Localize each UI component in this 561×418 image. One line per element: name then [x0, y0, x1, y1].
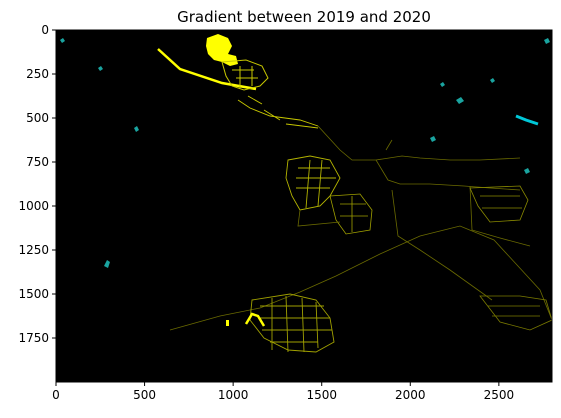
x-axis: 0 500 1000 1500 2000 2500	[52, 382, 514, 402]
highlight-blob-north	[206, 34, 238, 66]
highlight-cluster-midnorth	[237, 95, 319, 129]
image-background	[56, 30, 552, 382]
highlight-cluster-far-southeast	[479, 295, 552, 331]
y-tick-label: 250	[26, 67, 49, 81]
highlight-cluster-southeast	[469, 185, 529, 223]
y-tick-label: 750	[26, 155, 49, 169]
cyan-feature-east	[515, 114, 539, 126]
highlight-cluster-north	[221, 59, 269, 91]
y-tick-label: 1000	[18, 199, 49, 213]
y-tick-label: 0	[41, 23, 49, 37]
y-axis: 0 250 500 750 1000 1250 1500 1750	[18, 23, 56, 345]
x-tick-label: 500	[133, 388, 156, 402]
highlight-river-segment	[244, 312, 266, 327]
x-tick-label: 1000	[218, 388, 249, 402]
y-tick-label: 500	[26, 111, 49, 125]
x-tick-label: 1500	[306, 388, 337, 402]
road-network	[169, 125, 552, 331]
y-tick-label: 1500	[18, 287, 49, 301]
highlight-cluster-central	[285, 155, 341, 211]
highlight-spot	[226, 320, 229, 326]
y-tick-label: 1750	[18, 331, 49, 345]
highlight-line-diagonal	[157, 48, 257, 91]
y-tick-label: 1250	[18, 243, 49, 257]
highlight-cluster-south	[249, 293, 335, 353]
highlight-cluster-east	[329, 193, 373, 235]
image-panel	[56, 30, 552, 382]
x-tick-label: 0	[52, 388, 60, 402]
x-tick-label: 2000	[395, 388, 426, 402]
x-tick-label: 2500	[484, 388, 515, 402]
plot-title: Gradient between 2019 and 2020	[177, 8, 431, 26]
